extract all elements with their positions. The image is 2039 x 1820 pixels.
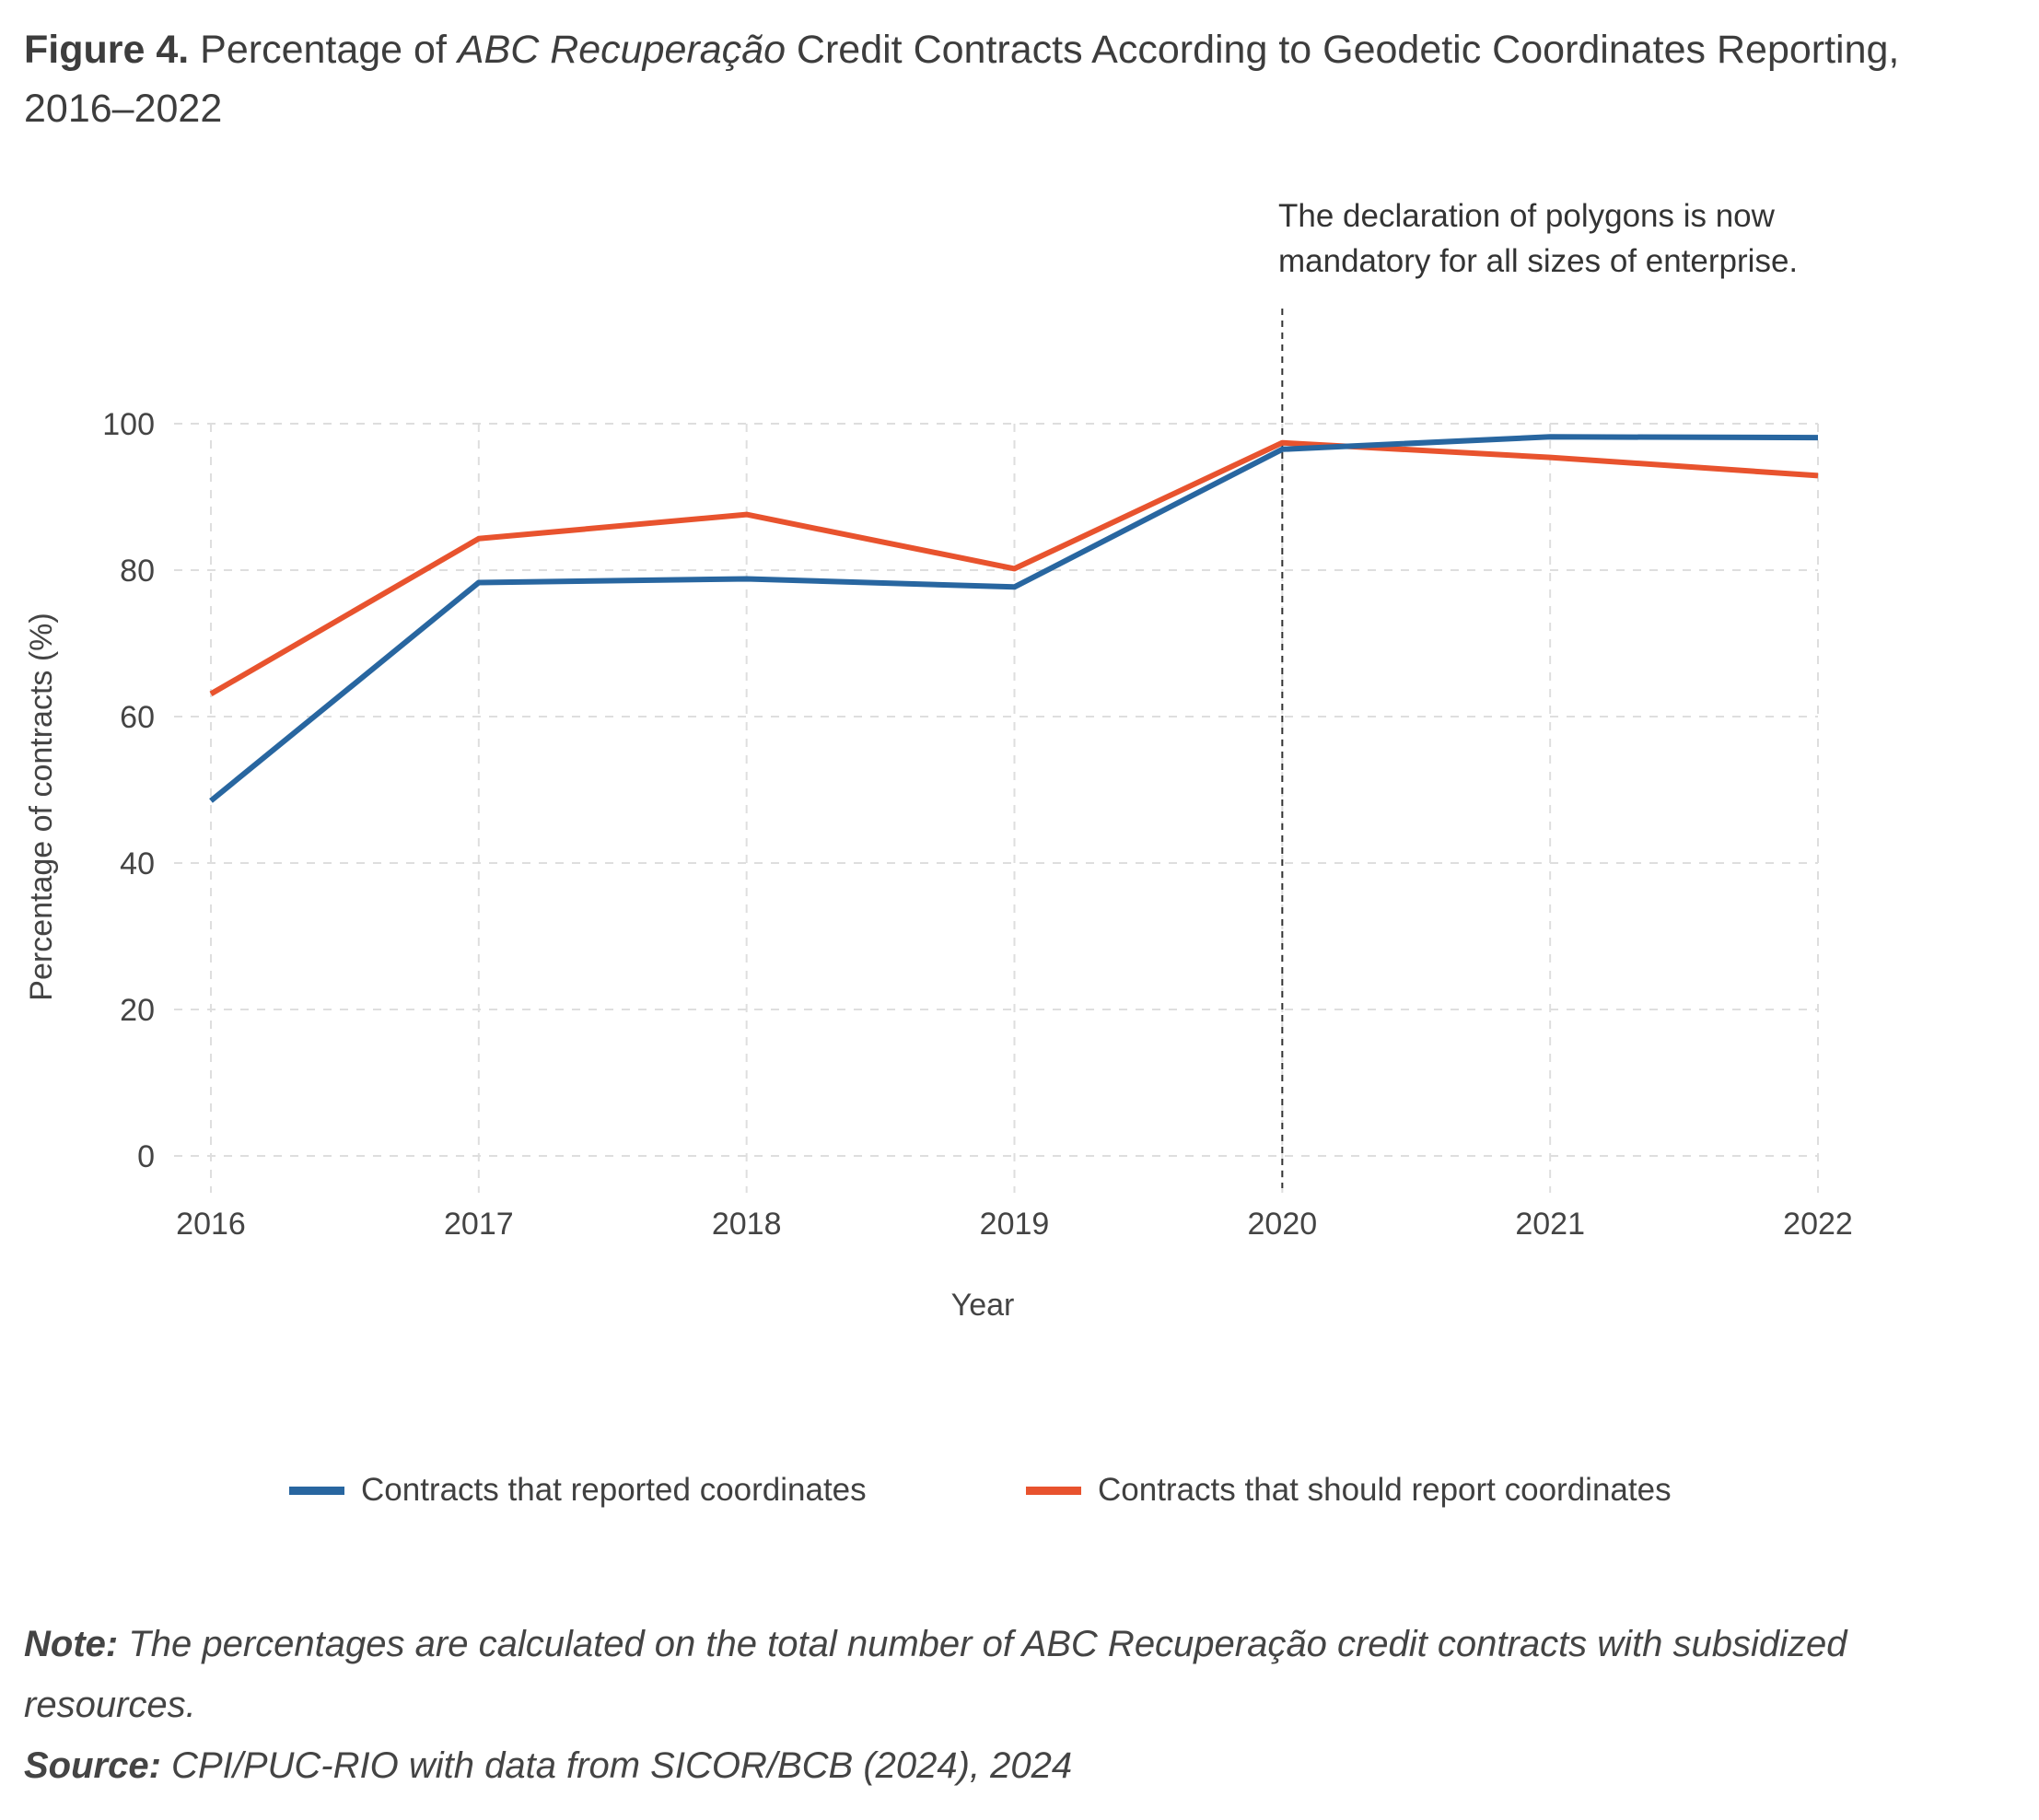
- y-tick-label: 40: [120, 846, 155, 881]
- series-line-reported: [209, 434, 1819, 803]
- x-tick-label: 2020: [1248, 1207, 1318, 1242]
- series-layer: [209, 434, 1819, 803]
- title-text-italic: ABC Recuperação: [457, 28, 786, 72]
- legend-item-should-report: Contracts that should report coordinates: [1026, 1463, 1672, 1518]
- source-text: CPI/PUC-RIO with data from SICOR/BCB (20…: [160, 1745, 1073, 1786]
- annotation-line-2: mandatory for all sizes of enterprise.: [1278, 243, 1798, 279]
- note-paragraph: Note: The percentages are calculated on …: [24, 1614, 2004, 1735]
- figure-title: Figure 4. Percentage of ABC Recuperação …: [24, 20, 2004, 138]
- x-axis-label: Year: [951, 1288, 1015, 1323]
- legend-label-reported: Contracts that reported coordinates: [361, 1472, 867, 1508]
- line-chart: 0 20 40 60 80 100 2016 2017 2018 2019 2020 2021 2022…: [24, 198, 1853, 1323]
- note-text: The percentages are calculated on the to…: [24, 1624, 1847, 1725]
- figure-label: Figure 4.: [24, 28, 190, 72]
- x-tick-label: 2017: [444, 1207, 514, 1242]
- x-tick-label: 2016: [176, 1207, 246, 1242]
- x-tick-label: 2018: [712, 1207, 782, 1242]
- figure-notes: Note: The percentages are calculated on …: [24, 1614, 2004, 1796]
- y-tick-label: 80: [120, 554, 155, 589]
- title-text-pre: Percentage of: [189, 28, 458, 72]
- x-tick-label: 2021: [1515, 1207, 1585, 1242]
- series-line-should-report: [209, 439, 1819, 696]
- annotation-line-1: The declaration of polygons is now: [1278, 198, 1776, 234]
- source-paragraph: Source: CPI/PUC-RIO with data from SICOR…: [24, 1735, 2004, 1796]
- x-tick-label: 2022: [1783, 1207, 1853, 1242]
- source-label: Source:: [24, 1745, 161, 1786]
- title-text-post: Credit Contracts According to Geodetic C…: [24, 28, 1900, 131]
- chart-legend: Contracts that reported coordinates Cont…: [0, 1463, 2039, 1518]
- legend-swatch-should-report: [1026, 1486, 1081, 1495]
- y-tick-label: 20: [120, 993, 155, 1028]
- legend-item-reported: Contracts that reported coordinates: [289, 1463, 867, 1518]
- legend-swatch-reported: [289, 1486, 344, 1495]
- axis-layer: 0 20 40 60 80 100 2016 2017 2018 2019 2020 2021 2022: [102, 407, 1853, 1242]
- y-tick-label: 100: [102, 407, 155, 442]
- y-axis-label: Percentage of contracts (%): [24, 612, 59, 1000]
- y-tick-label: 60: [120, 700, 155, 735]
- x-tick-label: 2019: [980, 1207, 1050, 1242]
- grid-layer: [174, 423, 1819, 1193]
- legend-label-should-report: Contracts that should report coordinates: [1098, 1472, 1672, 1508]
- y-tick-label: 0: [137, 1139, 155, 1174]
- note-label: Note:: [24, 1624, 119, 1664]
